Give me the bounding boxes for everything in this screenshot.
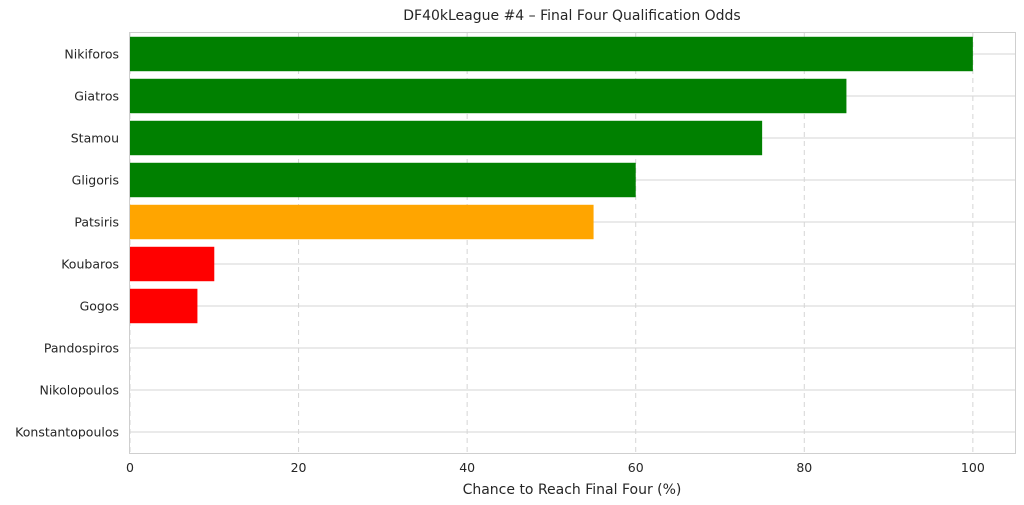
y-tick-label: Nikiforos xyxy=(64,47,119,62)
x-tick-label: 20 xyxy=(291,460,307,475)
plot-frame xyxy=(129,32,1016,454)
y-tick-label: Gligoris xyxy=(72,173,119,188)
x-tick-label: 60 xyxy=(628,460,644,475)
chart-title: DF40kLeague #4 – Final Four Qualificatio… xyxy=(403,8,740,24)
bar-giatros xyxy=(130,78,847,114)
y-tick-label: Patsiris xyxy=(74,215,119,230)
y-tick-labels: Nikiforos Giatros Stamou Gligoris Patsiris Ko… xyxy=(15,47,119,440)
bar-stamou xyxy=(130,120,763,156)
bar-nikiforos xyxy=(130,36,973,72)
bars xyxy=(130,36,973,324)
bar-patsiris xyxy=(130,204,594,240)
x-tick-label: 40 xyxy=(459,460,475,475)
bar-gogos xyxy=(130,288,198,324)
y-tick-label: Gogos xyxy=(80,299,119,314)
bar-koubaros xyxy=(130,246,215,282)
x-tick-label: 0 xyxy=(126,460,134,475)
x-axis-label: Chance to Reach Final Four (%) xyxy=(463,482,682,498)
y-tick-label: Konstantopoulos xyxy=(15,425,119,440)
y-tick-label: Giatros xyxy=(74,89,119,104)
x-tick-labels: 0 20 40 60 80 100 xyxy=(126,460,985,475)
y-tick-label: Koubaros xyxy=(61,257,119,272)
bar-gligoris xyxy=(130,162,636,198)
y-tick-label: Pandospiros xyxy=(44,341,119,356)
y-tick-label: Nikolopoulos xyxy=(39,383,119,398)
y-tick-label: Stamou xyxy=(71,131,119,146)
x-tick-label: 80 xyxy=(796,460,812,475)
x-tick-label: 100 xyxy=(961,460,985,475)
